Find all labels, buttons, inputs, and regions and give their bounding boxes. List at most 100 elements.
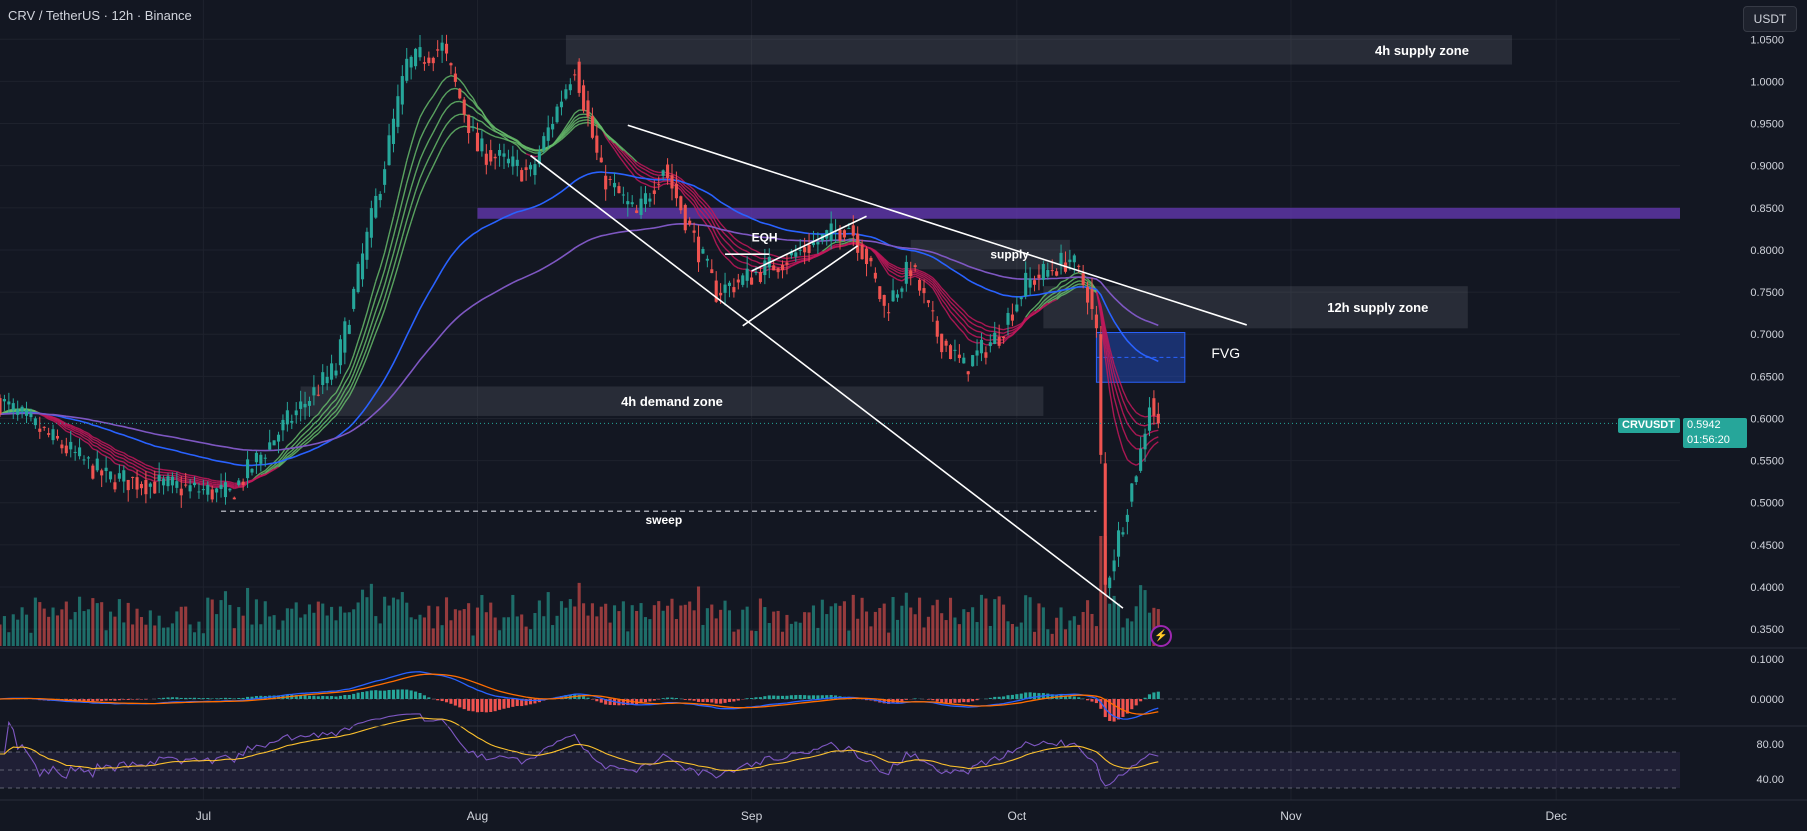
ribbon-segment [304,440,310,446]
volume-bar [219,600,223,646]
volume-bar [458,610,462,646]
ribbon-segment [114,448,120,453]
currency-button[interactable]: USDT [1743,6,1797,32]
trend-lines[interactable] [530,124,1247,609]
ribbon-segment [472,97,479,107]
macd-histogram-bar [1024,692,1028,699]
ribbon-segment [658,183,664,188]
volume-bar [661,610,665,646]
candle-body [325,376,329,384]
macd-histogram-bar [745,698,749,699]
macd-histogram-bar [108,699,113,701]
ribbon-segment [70,425,76,430]
ribbon-segment [888,266,894,271]
volume-bar [670,598,674,646]
volume-bar [582,603,586,646]
volume-bar [400,592,404,646]
ribbon-segment [361,347,368,361]
ribbon-segment [406,144,412,162]
ribbon-segment [92,448,98,452]
ribbon-segment [388,281,395,297]
ribbon-segment [879,260,885,268]
ribbon-segment [66,425,71,429]
volume-bar [988,625,992,646]
volume-bar [131,624,135,646]
candle-body [763,260,767,276]
volume-bar [148,610,152,646]
ema-purple-line [0,222,1159,452]
volume-bar [719,609,723,646]
y-tick-label: 0.7500 [1750,287,1784,299]
ribbon-segment [317,428,324,434]
volume-bar [838,605,842,646]
candle-body [471,126,475,128]
volume-bar [944,620,948,646]
macd-histogram-bar [997,696,1001,699]
ribbon-segment [1047,299,1053,304]
macd-histogram-bar [436,699,440,701]
ribbon-segment [715,235,722,244]
volume-bar [82,611,86,646]
macd-histogram-bar [1002,696,1006,699]
ribbon-segment [1047,297,1053,302]
ribbon-segment [888,269,894,274]
ribbon-segment [185,473,191,477]
macd-histogram-bar [215,698,219,699]
candle-body [250,468,254,473]
candle-body [480,138,484,152]
volume-bar [307,604,312,646]
candle-body [683,204,687,231]
ribbon-segment [1104,327,1111,348]
ribbon-segment [516,140,523,146]
ribbon-segment [728,238,735,245]
ribbon-segment [414,159,421,174]
volume-bar [69,619,73,646]
lightning-icon[interactable]: ⚡ [1150,625,1172,647]
ribbon-segment [264,471,271,476]
ribbon-segment [1074,280,1079,284]
ribbon-segment [392,218,399,237]
candle-body [1094,314,1098,329]
ribbon-segment [437,131,443,141]
ribbon-segment [795,260,801,263]
macd-histogram-bar [648,699,652,702]
candle-body [153,481,157,494]
ribbon-segment [70,424,76,428]
candle-body [254,452,258,463]
candle-body [719,292,723,296]
candle-body [506,158,510,164]
candle-body [467,114,471,134]
candle-body [573,74,577,76]
volume-bar [1068,620,1072,646]
y-tick-label: 0.4500 [1750,540,1784,552]
ribbon-segment [432,88,439,97]
ribbon-segment [437,81,443,90]
ribbon-segment [256,472,262,477]
candle-body [679,196,683,211]
candles[interactable] [0,34,1680,599]
ribbon-segment [96,443,103,448]
ribbon-segment [941,303,947,312]
ribbon-segment [1126,410,1133,418]
ribbon-segment [728,232,735,239]
ribbon-segment [689,196,695,202]
ribbon-segment [769,253,774,257]
ribbon-segment [428,113,434,122]
ribbon-segment [229,485,235,490]
macd-histogram-bar [352,693,356,699]
ribbon-segment [1042,302,1049,307]
candle-body [422,62,426,64]
ribbon-segment [530,148,536,152]
ribbon-segment [322,419,328,426]
ribbon-segment [485,120,492,126]
ribbon-segment [110,448,116,453]
ribbon-segment [167,469,173,472]
axes: 1.05001.00000.95000.90000.85000.80000.75… [0,34,1807,823]
volume-bar [617,611,621,646]
ribbon-segment [141,475,147,480]
ribbon-segment [375,267,381,282]
ribbon-segment [48,417,54,420]
candle-body [409,56,413,68]
